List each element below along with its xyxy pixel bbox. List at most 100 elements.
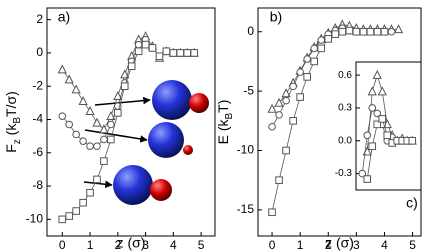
y-tick-label: -15 xyxy=(237,202,255,216)
arrow xyxy=(83,180,113,189)
panel: -10 -8 -6 -4 -2 0 2 0 1 2 3 4 5 a) z (σ) Fz (kBT/σ) xyxy=(3,7,216,252)
y-tick-label: 0 xyxy=(36,45,43,59)
point xyxy=(345,26,354,35)
point xyxy=(92,117,102,127)
point xyxy=(86,142,94,150)
point xyxy=(162,47,171,56)
y-axis-label-part: B xyxy=(224,113,235,120)
point xyxy=(65,120,74,129)
point xyxy=(106,110,116,120)
x-tick-label: 2 xyxy=(114,238,121,252)
point xyxy=(100,157,108,165)
panel-label: c) xyxy=(406,195,418,211)
y-axis-label: E (kBT) xyxy=(215,100,235,145)
point xyxy=(380,27,389,36)
point xyxy=(114,109,122,117)
point xyxy=(310,44,319,53)
point xyxy=(317,44,326,53)
y-tick-label: 0 xyxy=(247,24,254,38)
x-tick-label: 1 xyxy=(87,238,94,252)
point xyxy=(373,120,382,129)
point xyxy=(296,68,304,76)
point xyxy=(282,146,290,155)
point xyxy=(368,104,377,112)
y-tick-label: -10 xyxy=(26,212,44,226)
point xyxy=(134,47,143,56)
point xyxy=(282,96,290,105)
point xyxy=(93,142,101,150)
x-tick-label: 4 xyxy=(381,238,388,252)
point xyxy=(368,142,377,151)
sphere xyxy=(152,80,192,120)
point xyxy=(275,111,283,119)
point xyxy=(268,122,276,131)
y-tick-label: -0.3 xyxy=(335,168,353,179)
y-tick-label: -8 xyxy=(32,178,43,192)
point xyxy=(141,40,150,49)
point xyxy=(107,135,115,144)
y-tick-label: -10 xyxy=(237,143,255,157)
point xyxy=(324,35,333,43)
point xyxy=(148,44,157,52)
point xyxy=(378,115,387,123)
y-axis-label-part: F xyxy=(3,144,19,153)
y-axis-label-part: B xyxy=(12,117,23,124)
point xyxy=(331,30,340,38)
point xyxy=(296,93,304,101)
point xyxy=(64,74,74,84)
arrow xyxy=(94,96,151,106)
y-tick-label: 0.0 xyxy=(338,135,352,146)
sphere xyxy=(113,165,153,205)
point xyxy=(274,97,284,107)
sphere xyxy=(148,122,184,158)
point xyxy=(71,84,81,94)
point xyxy=(373,109,382,118)
y-axis-label-part: (k xyxy=(3,123,19,140)
point xyxy=(169,49,178,57)
sphere xyxy=(183,145,193,155)
plot-frame xyxy=(46,7,216,237)
x-tick-label: 4 xyxy=(170,238,177,252)
point xyxy=(366,27,375,36)
x-tick-label: 3 xyxy=(353,238,360,252)
x-tick-label: 5 xyxy=(409,238,416,252)
point xyxy=(72,207,80,215)
point xyxy=(372,69,382,79)
y-tick-label: -4 xyxy=(32,112,43,126)
point xyxy=(58,112,67,120)
point xyxy=(352,27,361,36)
point xyxy=(363,131,372,140)
point xyxy=(363,175,372,183)
point xyxy=(120,82,129,91)
y-tick-label: 0.6 xyxy=(338,70,352,81)
point xyxy=(155,52,164,61)
y-axis-label-part: z xyxy=(12,139,23,144)
point xyxy=(289,82,297,91)
y-tick-label: -5 xyxy=(243,83,254,97)
point xyxy=(85,105,95,115)
x-tick-label: 0 xyxy=(269,238,276,252)
point xyxy=(383,131,392,140)
point xyxy=(78,96,88,105)
x-axis-label: z (σ) xyxy=(117,235,146,251)
y-tick-label: -6 xyxy=(32,145,43,159)
y-axis-label: Fz (kBT/σ) xyxy=(3,91,23,153)
point xyxy=(289,117,297,125)
sphere xyxy=(150,179,172,201)
point xyxy=(393,24,404,34)
point xyxy=(303,73,311,81)
point xyxy=(190,49,198,57)
point xyxy=(107,120,115,129)
y-tick-label: -2 xyxy=(32,78,43,92)
point xyxy=(310,57,319,66)
point xyxy=(377,86,387,96)
point xyxy=(317,36,326,44)
y-axis-label-part: T/σ) xyxy=(3,91,19,117)
panel: -0.3 0.0 0.3 0.6 c) xyxy=(335,61,422,211)
point xyxy=(93,175,101,184)
point xyxy=(100,135,108,144)
point xyxy=(367,86,377,96)
x-tick-label: 0 xyxy=(59,238,66,252)
x-tick-label: 1 xyxy=(297,238,304,252)
